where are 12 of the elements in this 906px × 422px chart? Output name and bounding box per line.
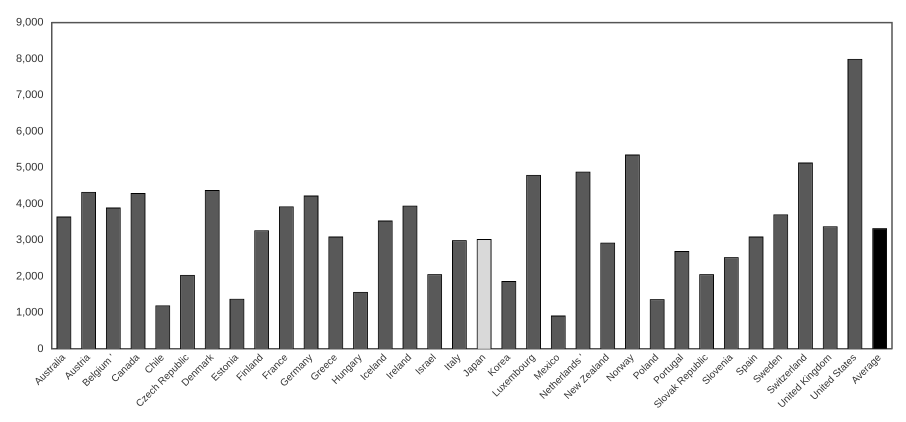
y-tick-label: 5,000	[16, 162, 44, 174]
x-tick-label: Italy	[442, 352, 464, 374]
y-tick-label: 7,000	[16, 89, 44, 102]
bar	[872, 228, 888, 349]
y-tick-label: 4,000	[16, 198, 44, 210]
y-tick-label: 6,000	[16, 125, 44, 138]
y-tick-label: 9,000	[16, 16, 44, 29]
y-tick-label: 1,000	[16, 306, 44, 319]
y-tick-label: 8,000	[16, 52, 44, 65]
y-tick-label: 2,000	[16, 270, 44, 282]
y-tick-label: 0	[37, 342, 44, 355]
y-tick-label: 3,000	[16, 234, 44, 246]
